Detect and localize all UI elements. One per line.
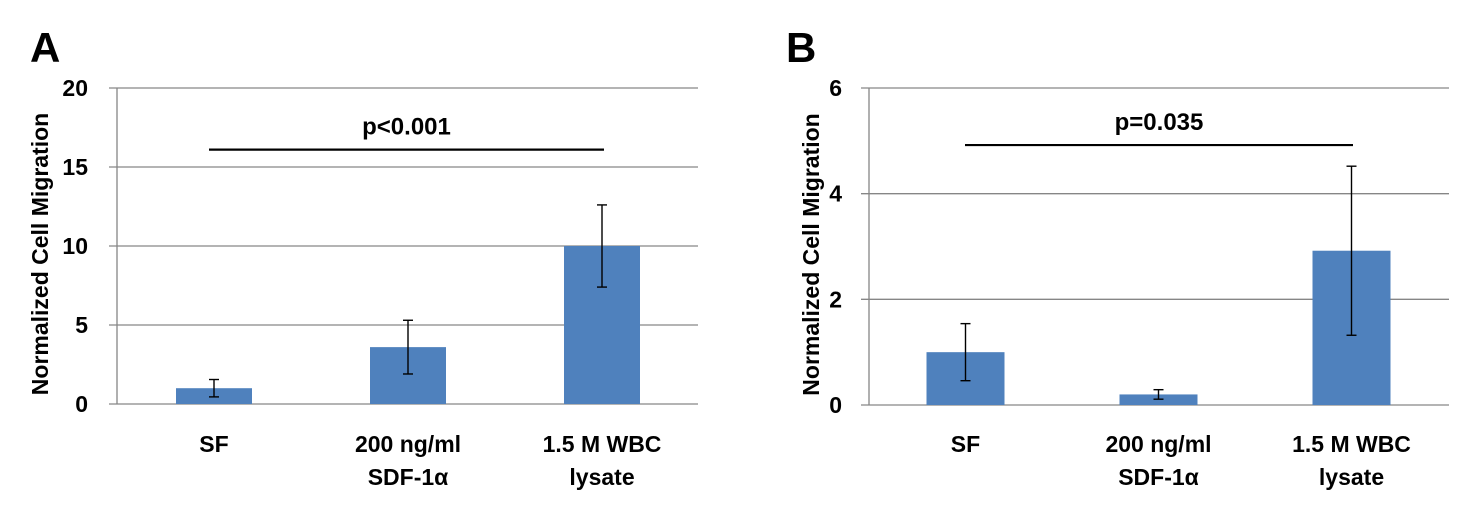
y-tick-label: 5 (75, 312, 88, 338)
x-tick-label: 1.5 M WBC (1292, 431, 1411, 457)
x-tick-label: 200 ng/ml (1105, 431, 1211, 457)
x-tick-label: SDF-1α (1118, 464, 1199, 490)
x-tick-label: SDF-1α (368, 464, 449, 490)
chart-panel-a: A 0 5 10 15 20 Normalized Cell Migration SF 200 … (27, 24, 698, 490)
y-tick-label: 0 (829, 392, 842, 418)
y-tick-label: 0 (75, 391, 88, 417)
y-tick-label: 4 (829, 181, 842, 207)
significance-label: p<0.001 (362, 114, 451, 141)
y-tick-label: 20 (62, 75, 88, 101)
significance-label: p=0.035 (1115, 109, 1204, 136)
y-axis-title: Normalized Cell Migration (27, 113, 53, 395)
x-tick-label: lysate (1319, 464, 1384, 490)
y-tick-label: 15 (62, 154, 88, 180)
x-tick-label: lysate (569, 464, 634, 490)
x-tick-label: SF (199, 431, 228, 457)
x-tick-label: 1.5 M WBC (543, 431, 662, 457)
y-tick-label: 2 (829, 286, 842, 312)
y-axis-title: Normalized Cell Migration (798, 113, 824, 395)
x-tick-label: SF (951, 431, 980, 457)
y-tick-label: 10 (62, 233, 88, 259)
y-tick-label: 6 (829, 75, 842, 101)
panel-label: A (30, 24, 60, 71)
panel-label: B (786, 24, 816, 71)
x-tick-label: 200 ng/ml (355, 431, 461, 457)
